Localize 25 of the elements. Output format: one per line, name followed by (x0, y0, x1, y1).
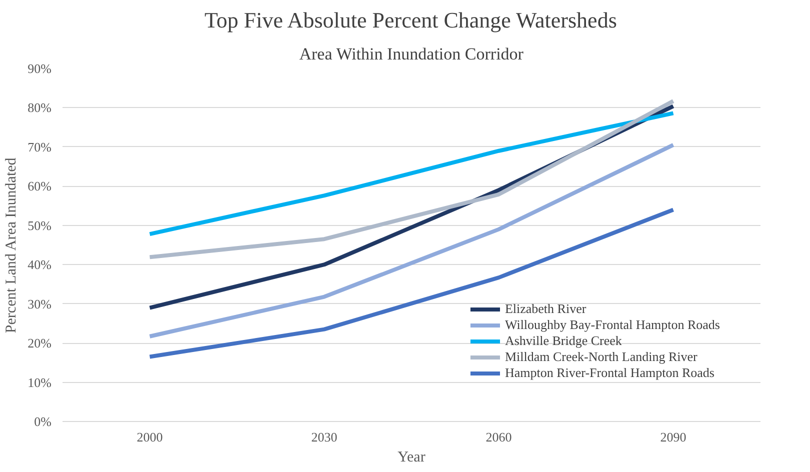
y-tick-label: 40% (28, 257, 52, 272)
x-tick-label: 2030 (311, 430, 338, 444)
x-tick-label: 2090 (660, 430, 686, 444)
y-tick-label: 30% (28, 296, 52, 312)
x-tick-label: 2060 (486, 430, 512, 444)
y-tick-label: 60% (28, 178, 52, 194)
y-tick-label: 90% (28, 61, 52, 76)
y-tick-label: 20% (28, 336, 52, 351)
y-tick-label: 0% (34, 414, 52, 429)
legend-label: Elizabeth River (504, 301, 586, 317)
legend-label: Milldam Creek-North Landing River (504, 349, 698, 365)
y-tick-label: 50% (28, 218, 52, 233)
y-tick-label: 80% (28, 100, 52, 116)
line-series (148, 111, 676, 236)
legend-label: Hampton River-Frontal Hampton Roads (504, 365, 714, 381)
line-series (148, 99, 676, 260)
x-tick-label: 2000 (136, 430, 163, 444)
legend-label: Ashville Bridge Creek (504, 333, 622, 349)
y-axis-title: Percent Land Area Inundated (4, 157, 20, 334)
legend-label: Willoughby Bay-Frontal Hampton Roads (504, 317, 720, 333)
x-axis-title: Year (398, 450, 426, 466)
chart-title: Top Five Absolute Percent Change Watersheds (204, 8, 617, 32)
chart-subtitle: Area Within Inundation Corridor (299, 44, 524, 64)
y-tick-label: 70% (28, 139, 52, 154)
y-tick-label: 10% (28, 374, 52, 390)
